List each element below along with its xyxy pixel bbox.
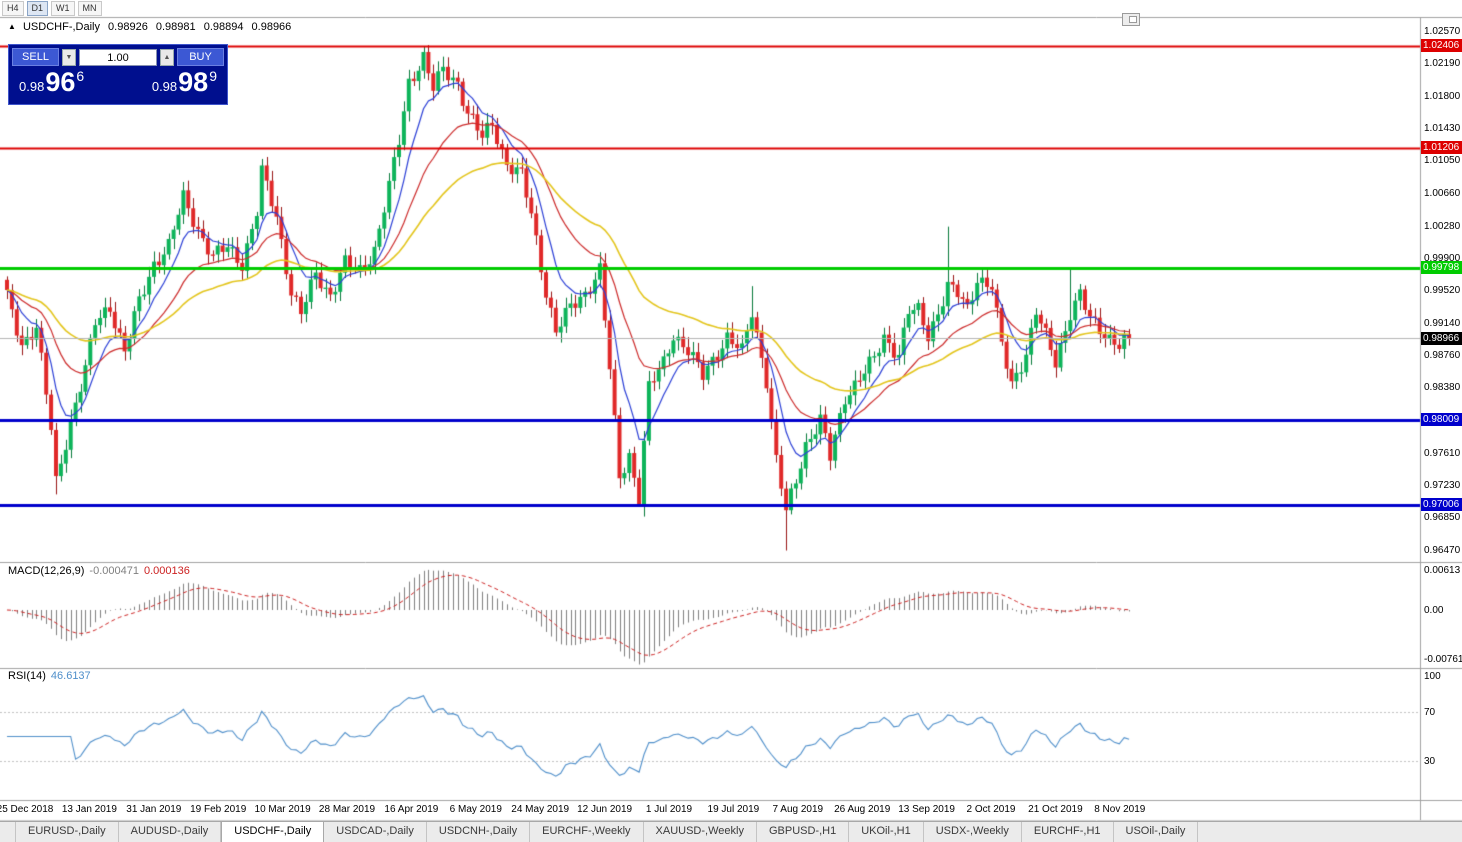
time-axis-label: 28 Mar 2019 [318,804,376,815]
volume-input[interactable]: 1.00 [79,48,157,66]
rsi-axis-label: 30 [1424,755,1436,767]
sell-price-pip: 6 [76,68,85,84]
bid-price-badge: 0.98966 [1421,331,1462,345]
chart-tab-eurusd-daily[interactable]: EURUSD-,Daily [16,822,119,842]
chart-tab-usdcnh-daily[interactable]: USDCNH-,Daily [427,822,531,842]
chart-tab-xauusd-weekly[interactable]: XAUUSD-,Weekly [644,822,757,842]
macd-main-value: -0.000471 [89,565,139,577]
timeframe-d1-button[interactable]: D1 [26,0,49,16]
time-axis-label: 8 Nov 2019 [1094,804,1146,815]
chart-tab-usdchf-daily[interactable]: USDCHF-,Daily [221,822,325,842]
chart-title: ▲ USDCHF-,Daily 0.98926 0.98981 0.98894 … [8,21,291,33]
time-axis-label: 10 Mar 2019 [254,804,311,815]
volume-decrease-button[interactable]: ▼ [62,48,76,66]
level-price-badge: 1.01206 [1421,141,1462,155]
macd-axis-label: 0.00 [1424,605,1444,616]
sell-price[interactable]: 0.98 96 6 [19,68,84,97]
time-axis-label: 19 Feb 2019 [190,804,247,815]
chart-tab-bar: EURUSD-,Daily AUDUSD-,Daily USDCHF-,Daily U… [0,821,1462,842]
macd-axis-label: 0.00613 [1424,565,1461,577]
rsi-pane-title: RSI(14) 46.6137 [8,670,91,682]
tab-bar-spacer [0,822,16,842]
time-axis-label: 13 Jan 2019 [61,804,117,815]
buy-price-prefix: 0.98 [151,79,178,94]
level-price-badge: 0.98009 [1421,413,1462,427]
chart-tab-usdcad-daily[interactable]: USDCAD-,Daily [324,822,427,842]
price-axis-tick: 1.02190 [1424,58,1461,70]
price-axis-tick: 0.97610 [1424,447,1461,459]
sell-price-prefix: 0.98 [19,79,45,94]
buy-price[interactable]: 0.98 98 9 [152,68,217,97]
level-price-badge: 0.99798 [1421,261,1462,275]
chart-tab-ukoil-h1[interactable]: UKOil-,H1 [849,822,924,842]
price-axis-tick: 1.01050 [1424,155,1461,167]
ohlc-high: 0.98981 [155,21,196,33]
time-axis-label: 24 May 2019 [511,804,570,815]
price-axis-tick: 0.99900 [1424,252,1461,264]
ohlc-low: 0.98894 [203,21,244,33]
buy-button[interactable]: BUY [177,48,224,66]
price-axis-tick: 1.00660 [1424,188,1461,200]
time-axis-label: 21 Oct 2019 [1028,804,1083,815]
time-axis-label: 19 Jul 2019 [707,804,760,815]
chart-tab-usdx-weekly[interactable]: USDX-,Weekly [924,822,1022,842]
rsi-value: 46.6137 [50,670,91,682]
time-axis-label: 13 Sep 2019 [898,804,955,815]
rsi-name: RSI(14) [8,670,46,682]
price-axis-tick: 0.98760 [1424,349,1461,361]
trade-controls-row: SELL ▼ 1.00 ▲ BUY [9,45,227,67]
price-axis-tick: 0.99520 [1424,285,1461,297]
timeframe-toolbar: H4 D1 W1 MN [2,0,102,16]
macd-axis-label: -0.0076122 [1424,654,1462,666]
macd-name: MACD(12,26,9) [8,565,85,577]
timeframe-h4-button[interactable]: H4 [2,0,24,16]
price-axis-tick: 1.02570 [1424,26,1461,37]
macd-signal-value: 0.000136 [143,565,190,577]
price-axis-tick: 1.00280 [1424,220,1461,232]
level-price-badge: 1.02406 [1421,39,1462,53]
time-axis-label: 25 Dec 2018 [0,804,54,815]
window-restore-icon[interactable] [1122,13,1140,26]
chart-symbol-label: USDCHF-,Daily [22,21,100,33]
time-axis-label: 1 Jul 2019 [645,804,693,815]
time-axis-label: 7 Aug 2019 [772,804,824,815]
ohlc-open: 0.98926 [108,21,148,33]
buy-price-pip: 9 [209,68,217,84]
time-axis-label: 12 Jun 2019 [577,804,633,815]
chart-tab-eurchf-h1[interactable]: EURCHF-,H1 [1022,822,1114,842]
level-price-badge: 0.97006 [1421,498,1462,512]
one-click-trading-panel: SELL ▼ 1.00 ▲ BUY 0.98 96 6 0.98 98 9 [8,44,228,105]
price-axis-tick: 1.01430 [1424,122,1461,134]
trade-prices-row: 0.98 96 6 0.98 98 9 [9,67,227,97]
timeframe-mn-button[interactable]: MN [77,0,102,16]
time-axis-label: 31 Jan 2019 [126,804,182,815]
chart-tab-eurchf-weekly[interactable]: EURCHF-,Weekly [530,822,644,842]
price-axis-tick: 0.99140 [1424,317,1461,329]
buy-price-big: 98 [178,67,209,97]
rsi-axis-label: 100 [1424,671,1441,682]
macd-pane-title: MACD(12,26,9) -0.000471 0.000136 [8,565,190,577]
time-axis-label: 6 May 2019 [449,804,502,815]
sell-button[interactable]: SELL [12,48,59,66]
chart-tab-audusd-daily[interactable]: AUDUSD-,Daily [119,822,222,842]
time-axis-label: 2 Oct 2019 [966,804,1016,815]
price-axis-tick: 0.96850 [1424,512,1461,524]
time-axis-label: 26 Aug 2019 [834,804,891,815]
volume-increase-button[interactable]: ▲ [160,48,174,66]
price-axis-tick: 0.96470 [1424,544,1461,556]
timeframe-w1-button[interactable]: W1 [51,0,75,16]
ohlc-close: 0.98966 [251,21,292,33]
price-axis-tick: 0.97230 [1424,479,1461,491]
chart-tab-gbpusd-h1[interactable]: GBPUSD-,H1 [757,822,850,842]
time-axis-label: 16 Apr 2019 [384,804,439,815]
price-axis-tick: 1.01800 [1424,91,1461,103]
collapse-panel-icon[interactable]: ▲ [8,22,16,31]
rsi-axis-label: 70 [1424,707,1436,719]
chart-tab-usoil-daily[interactable]: USOil-,Daily [1114,822,1199,842]
price-axis-tick: 0.98380 [1424,382,1461,394]
sell-price-big: 96 [45,67,76,97]
